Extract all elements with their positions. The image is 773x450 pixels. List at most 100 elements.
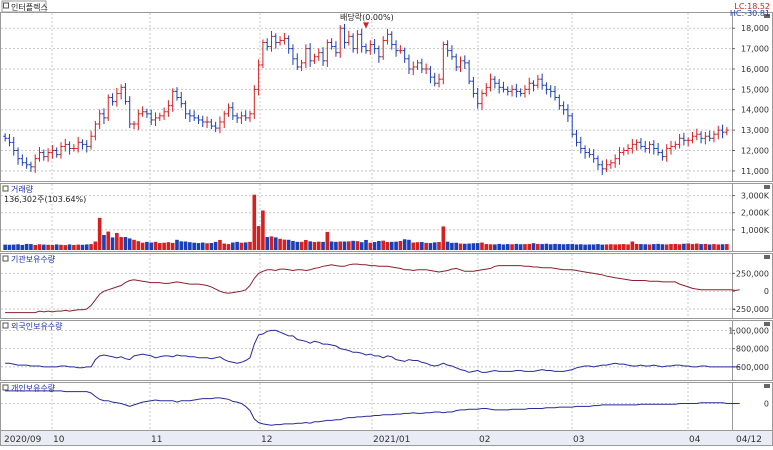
checkbox-icon[interactable] bbox=[3, 2, 9, 9]
volume-bar bbox=[342, 241, 347, 250]
y-tick-label: 14,000 bbox=[741, 106, 769, 115]
volume-subtitle: 136,302주(103.64%) bbox=[4, 195, 86, 204]
volume-bar bbox=[450, 242, 454, 250]
dividend-label: 배당락(0.00%) bbox=[340, 12, 394, 22]
checkbox-icon[interactable] bbox=[2, 255, 9, 262]
dividend-arrow-icon bbox=[363, 22, 369, 29]
volume-bar bbox=[50, 244, 55, 250]
volume-bar bbox=[3, 244, 7, 250]
volume-bar bbox=[634, 243, 639, 250]
volume-bar bbox=[385, 242, 390, 250]
panel-menu-icon[interactable] bbox=[764, 14, 770, 18]
volume-bar bbox=[179, 241, 184, 250]
title-strip bbox=[0, 0, 773, 12]
volume-bar bbox=[16, 244, 20, 250]
volume-bar bbox=[243, 242, 248, 250]
volume-bar bbox=[286, 239, 291, 250]
panel-price[interactable] bbox=[0, 12, 733, 182]
volume-bar bbox=[84, 244, 89, 250]
volume-bar bbox=[153, 241, 158, 250]
checkbox-icon[interactable] bbox=[2, 384, 9, 391]
volume-bar bbox=[115, 232, 119, 250]
y-tick-label: 0 bbox=[764, 400, 769, 409]
volume-bar bbox=[347, 241, 351, 250]
volume-bar bbox=[720, 244, 725, 250]
volume-bar bbox=[411, 242, 416, 250]
volume-bar bbox=[501, 244, 506, 250]
volume-bar bbox=[677, 244, 682, 250]
volume-bar bbox=[497, 243, 501, 250]
volume-bar bbox=[467, 243, 471, 250]
volume-bar bbox=[613, 244, 617, 250]
volume-bar bbox=[299, 241, 304, 250]
volume-bar bbox=[278, 238, 282, 250]
volume-bar bbox=[523, 244, 527, 250]
volume-bar bbox=[145, 241, 149, 250]
y-tick-label: 3,000K bbox=[741, 192, 770, 201]
institution-line bbox=[5, 263, 740, 314]
volume-bar bbox=[639, 244, 643, 250]
volume-bar bbox=[42, 244, 46, 250]
volume-bar bbox=[424, 242, 428, 250]
volume-bar bbox=[80, 244, 85, 250]
panel-menu-icon[interactable] bbox=[764, 255, 770, 259]
panel-menu-icon[interactable] bbox=[764, 185, 770, 189]
volume-bar bbox=[329, 241, 334, 250]
volume-bar bbox=[686, 243, 690, 250]
checkbox-icon[interactable] bbox=[2, 185, 9, 192]
volume-bar bbox=[643, 244, 648, 250]
volume-bar bbox=[269, 236, 274, 250]
volume-bar bbox=[252, 194, 257, 250]
volume-bar bbox=[441, 226, 446, 250]
volume-bar bbox=[239, 242, 244, 250]
volume-bar bbox=[527, 243, 532, 250]
volume-bar bbox=[46, 244, 50, 250]
panel-foreign[interactable] bbox=[0, 320, 733, 381]
volume-bar bbox=[166, 242, 171, 250]
axis-foreign bbox=[732, 320, 773, 381]
volume-bar bbox=[428, 243, 433, 250]
volume-bar bbox=[673, 243, 678, 250]
volume-bar bbox=[475, 243, 480, 250]
stock-name-box[interactable] bbox=[1, 0, 47, 13]
x-tick-label: 2020/09 bbox=[4, 435, 42, 445]
volume-bar bbox=[132, 239, 136, 250]
volume-bar bbox=[188, 242, 192, 250]
volume-bar bbox=[712, 244, 716, 250]
volume-bar bbox=[248, 241, 252, 250]
volume-bar bbox=[402, 239, 407, 250]
checkbox-icon[interactable] bbox=[2, 322, 9, 329]
volume-bar bbox=[157, 243, 162, 250]
volume-bar bbox=[493, 244, 497, 250]
panel-menu-icon[interactable] bbox=[764, 322, 770, 326]
y-tick-label: 0 bbox=[764, 287, 769, 296]
volume-bar bbox=[89, 244, 93, 250]
lc-value: LC:18.52 bbox=[734, 2, 770, 11]
volume-bar bbox=[647, 244, 652, 250]
volume-bar bbox=[11, 244, 16, 250]
volume-bar bbox=[420, 242, 424, 250]
volume-bar bbox=[261, 210, 265, 250]
panel-title: 개인보유수량 bbox=[11, 383, 56, 393]
volume-bar bbox=[445, 241, 450, 250]
y-tick-label: 17,000 bbox=[741, 45, 769, 54]
volume-bar bbox=[699, 244, 703, 250]
y-tick-label: 11,000 bbox=[741, 167, 769, 176]
volume-bar bbox=[591, 244, 596, 250]
volume-bar bbox=[626, 244, 630, 250]
volume-bar bbox=[106, 231, 111, 250]
volume-bar bbox=[656, 243, 660, 250]
volume-bar bbox=[175, 239, 179, 250]
volume-bar bbox=[707, 244, 712, 250]
panel-menu-icon[interactable] bbox=[764, 384, 770, 388]
panel-indiv[interactable] bbox=[0, 382, 733, 431]
x-tick-label: 11 bbox=[151, 435, 162, 445]
volume-bar bbox=[574, 244, 579, 250]
volume-bar bbox=[480, 242, 484, 250]
volume-bar bbox=[192, 242, 196, 250]
volume-bar bbox=[312, 242, 317, 250]
volume-bar bbox=[213, 241, 218, 250]
axis-indiv bbox=[732, 382, 773, 431]
